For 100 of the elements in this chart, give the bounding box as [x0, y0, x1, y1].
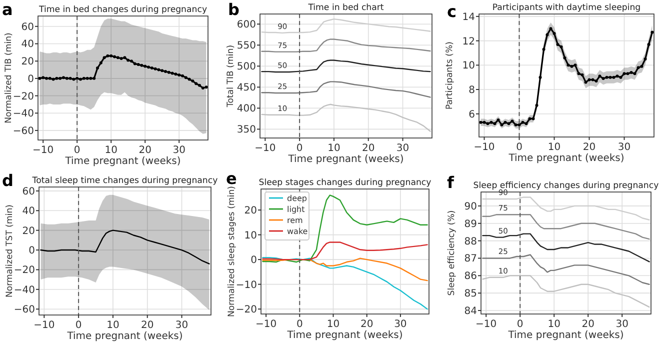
y-tick-label: 0: [28, 246, 35, 257]
x-tick-label: 30: [172, 145, 186, 156]
point: [102, 56, 106, 60]
x-tick-label: 10: [104, 145, 118, 156]
point: [577, 72, 580, 76]
point: [72, 78, 76, 81]
point: [570, 64, 574, 68]
y-axis-title: Normalized TST (min): [5, 204, 15, 298]
point: [170, 72, 174, 75]
y-tick-label: −40: [12, 108, 34, 120]
x-tick-label: 30: [175, 320, 188, 331]
x-tick-label: 0: [74, 145, 80, 156]
y-tick-label: 85: [464, 288, 477, 300]
point: [608, 76, 612, 79]
line-series: [261, 60, 431, 73]
chart-title: Participants with daytime sleeping: [492, 3, 641, 13]
point: [201, 86, 204, 90]
point: [594, 79, 598, 82]
x-tick-label: 0: [516, 319, 524, 330]
point: [633, 72, 636, 76]
y-tick-label: 40: [22, 206, 35, 218]
point: [62, 76, 65, 80]
y-tick-label: 600: [236, 20, 256, 31]
point: [514, 123, 518, 126]
point: [507, 122, 510, 126]
point: [532, 117, 535, 120]
line-series: [262, 256, 428, 310]
line-series: [261, 38, 431, 52]
x-tick-label: 20: [362, 143, 375, 154]
point: [584, 80, 588, 84]
point: [482, 120, 486, 124]
point: [181, 74, 184, 78]
chart-title: Sleep efficiency changes during pregnancy: [473, 181, 659, 191]
point: [42, 76, 45, 80]
point: [147, 66, 150, 69]
point: [52, 78, 55, 81]
point: [591, 78, 594, 82]
y-tick-label: 0: [28, 74, 34, 85]
point: [89, 76, 92, 80]
point: [566, 64, 570, 67]
point: [113, 55, 116, 58]
x-axis-title: Time pregnant (weeks): [287, 154, 404, 165]
y-axis-title: Normalized TIB (min): [4, 32, 14, 124]
x-tick-label: 30: [394, 319, 407, 330]
point: [48, 76, 52, 80]
x-axis-title: Time pregnant (weeks): [286, 330, 403, 341]
point: [521, 120, 524, 124]
legend-label: rem: [287, 216, 304, 225]
x-tick-label: 10: [326, 319, 340, 330]
chart-title: Time in bed changes during pregnancy: [38, 5, 208, 15]
point: [630, 70, 633, 74]
point: [198, 84, 201, 87]
point: [650, 30, 654, 34]
point: [538, 76, 542, 79]
x-tick-label: 30: [616, 319, 628, 330]
point: [479, 120, 482, 124]
y-tick-label: 20: [244, 206, 257, 217]
x-tick-label: 0: [296, 319, 303, 330]
point: [204, 86, 208, 89]
y-tick-label: 10: [462, 60, 475, 72]
line-series: [261, 18, 431, 34]
line-series: [40, 230, 210, 264]
line-series: [261, 81, 431, 98]
y-tick-label: 60: [22, 186, 35, 198]
y-axis-title: Participants (%): [445, 41, 455, 110]
point: [500, 123, 504, 126]
text: d: [2, 171, 14, 190]
point: [504, 120, 507, 124]
y-axis-title: Total TIB (min): [226, 44, 236, 108]
x-tick-label: 20: [582, 319, 594, 330]
point: [605, 76, 608, 79]
point: [647, 42, 650, 46]
x-tick-label: 20: [138, 145, 152, 156]
point: [55, 76, 58, 80]
point: [130, 60, 133, 63]
chart-title: Total sleep time changes during pregnancy: [31, 176, 218, 186]
point: [191, 80, 194, 83]
x-tick-label: 10: [548, 319, 560, 330]
x-axis-title: Time pregnant (weeks): [64, 156, 181, 167]
point: [496, 118, 500, 122]
x-tick-label: −10: [254, 143, 276, 154]
line-series: [482, 254, 650, 285]
point: [490, 120, 493, 124]
y-tick-label: 400: [236, 104, 256, 115]
point: [612, 76, 616, 79]
line-series: [262, 194, 428, 263]
point: [546, 33, 549, 36]
point: [68, 76, 72, 80]
y-tick-label: −60: [12, 126, 34, 137]
line-series: [482, 196, 650, 220]
y-tick-label: 0: [250, 255, 257, 266]
y-tick-label: 20: [21, 56, 34, 68]
x-axis-title: Time pregnant (weeks): [507, 330, 624, 341]
point: [626, 72, 630, 76]
point: [99, 61, 102, 64]
point: [65, 76, 68, 80]
point: [86, 76, 89, 80]
point: [92, 76, 96, 80]
text: f: [447, 173, 455, 192]
point: [194, 82, 198, 86]
